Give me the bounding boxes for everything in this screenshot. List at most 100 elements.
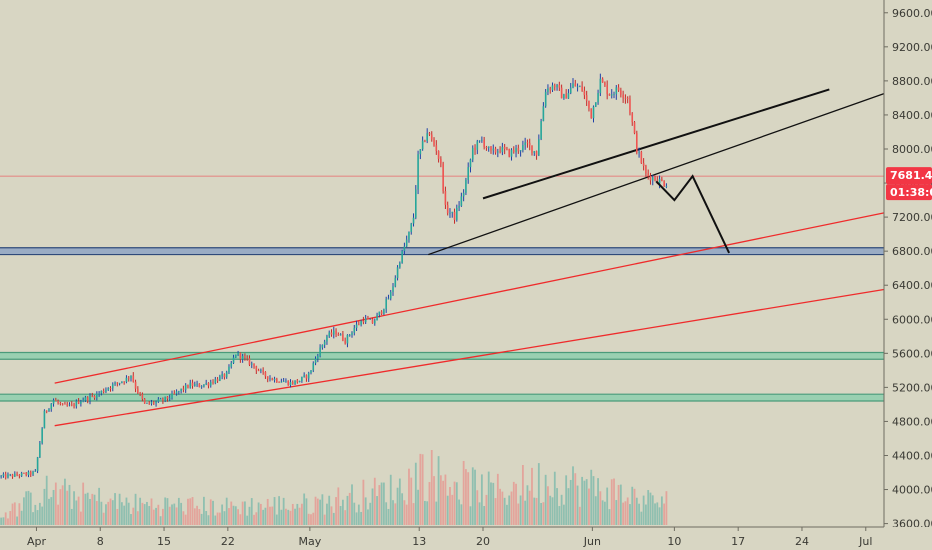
candle-body-211 bbox=[481, 139, 483, 141]
candle-body-174 bbox=[396, 267, 399, 278]
volume-bar-15 bbox=[34, 504, 37, 525]
candle-body-91 bbox=[207, 383, 210, 386]
candle-body-161 bbox=[367, 318, 369, 320]
candle-body-160 bbox=[364, 318, 367, 323]
candle-body-265 bbox=[604, 82, 606, 86]
volume-bar-172 bbox=[392, 500, 394, 525]
candle-body-132 bbox=[301, 376, 303, 381]
volume-bar-210 bbox=[478, 502, 481, 525]
volume-bar-177 bbox=[403, 500, 406, 525]
candle-body-110 bbox=[250, 363, 253, 365]
time-axis-panel bbox=[0, 527, 932, 550]
candle-body-270 bbox=[615, 87, 618, 95]
volume-bar-158 bbox=[360, 511, 363, 525]
candle-body-238 bbox=[542, 106, 545, 122]
candle-body-38 bbox=[86, 397, 89, 401]
volume-bar-11 bbox=[25, 491, 28, 525]
volume-bar-103 bbox=[234, 506, 237, 525]
volume-bar-113 bbox=[257, 502, 260, 525]
candle-body-169 bbox=[385, 299, 387, 310]
candle-body-43 bbox=[98, 393, 100, 395]
candle-body-251 bbox=[572, 83, 574, 88]
candle-body-3 bbox=[7, 474, 9, 478]
x-tick-label-9: 17 bbox=[731, 535, 745, 548]
candle-body-24 bbox=[55, 400, 57, 402]
volume-bar-56 bbox=[127, 502, 130, 525]
volume-bar-276 bbox=[629, 504, 631, 525]
candle-body-225 bbox=[512, 149, 515, 153]
candle-body-119 bbox=[271, 378, 274, 381]
volume-bar-281 bbox=[640, 511, 643, 525]
volume-bar-73 bbox=[166, 498, 169, 525]
y-tick-label-7: 6800.00 bbox=[892, 245, 932, 258]
candle-body-133 bbox=[303, 375, 305, 377]
candle-body-256 bbox=[583, 90, 586, 96]
candle-body-195 bbox=[444, 191, 447, 205]
candle-body-6 bbox=[14, 473, 16, 477]
volume-bar-251 bbox=[572, 466, 574, 525]
volume-bar-169 bbox=[385, 502, 388, 525]
candle-body-64 bbox=[146, 402, 148, 404]
volume-bar-27 bbox=[61, 485, 64, 525]
candle-body-146 bbox=[332, 330, 335, 335]
volume-bar-269 bbox=[613, 478, 615, 525]
volume-bar-220 bbox=[501, 491, 504, 525]
volume-bar-170 bbox=[387, 508, 390, 525]
candle-body-114 bbox=[260, 370, 262, 371]
volume-bar-137 bbox=[312, 512, 315, 525]
candle-body-224 bbox=[510, 149, 513, 157]
candle-body-82 bbox=[187, 384, 189, 388]
candle-body-159 bbox=[362, 320, 365, 323]
candle-body-184 bbox=[419, 149, 422, 155]
volume-bar-197 bbox=[449, 487, 451, 525]
volume-bar-92 bbox=[209, 499, 212, 525]
candle-body-199 bbox=[453, 211, 456, 220]
x-tick-label-10: 24 bbox=[795, 535, 809, 548]
candle-body-280 bbox=[638, 151, 640, 153]
volume-bar-182 bbox=[414, 462, 417, 525]
volume-bar-82 bbox=[187, 498, 189, 525]
volume-bar-288 bbox=[656, 502, 659, 525]
volume-bar-204 bbox=[465, 469, 467, 525]
volume-bar-207 bbox=[471, 467, 474, 525]
candle-body-30 bbox=[68, 404, 71, 406]
volume-bar-29 bbox=[66, 490, 69, 525]
support-zone-0 bbox=[0, 247, 884, 255]
candle-body-57 bbox=[130, 375, 132, 379]
candle-body-176 bbox=[401, 250, 403, 263]
candle-body-202 bbox=[460, 196, 463, 206]
candle-body-231 bbox=[526, 142, 529, 144]
volume-bar-213 bbox=[485, 494, 488, 525]
candle-body-73 bbox=[166, 396, 169, 399]
volume-bar-273 bbox=[622, 502, 625, 525]
candle-body-263 bbox=[599, 78, 602, 94]
volume-bar-143 bbox=[326, 503, 328, 525]
candle-body-183 bbox=[417, 154, 419, 190]
volume-bar-7 bbox=[16, 516, 18, 525]
candle-body-245 bbox=[558, 84, 561, 88]
candle-body-289 bbox=[658, 178, 661, 184]
candle-body-152 bbox=[346, 335, 349, 344]
volume-bar-31 bbox=[70, 508, 73, 525]
candle-body-218 bbox=[497, 151, 499, 153]
volume-bar-50 bbox=[114, 493, 116, 525]
candle-body-262 bbox=[597, 93, 599, 103]
volume-bar-61 bbox=[139, 497, 142, 525]
volume-bar-262 bbox=[597, 478, 599, 525]
volume-bar-192 bbox=[437, 456, 440, 525]
candle-body-148 bbox=[337, 334, 340, 336]
y-tick-label-0: 9600.00 bbox=[892, 7, 932, 20]
candle-body-15 bbox=[34, 471, 37, 472]
candle-body-292 bbox=[665, 186, 668, 187]
candle-body-189 bbox=[430, 134, 433, 140]
volume-bar-272 bbox=[619, 484, 622, 525]
candle-body-197 bbox=[449, 212, 451, 214]
x-tick-label-6: 20 bbox=[476, 535, 490, 548]
candle-body-18 bbox=[41, 428, 43, 444]
volume-bar-245 bbox=[558, 506, 561, 525]
volume-bar-236 bbox=[537, 463, 540, 525]
volume-bar-129 bbox=[294, 508, 296, 525]
volume-bar-70 bbox=[159, 516, 162, 525]
